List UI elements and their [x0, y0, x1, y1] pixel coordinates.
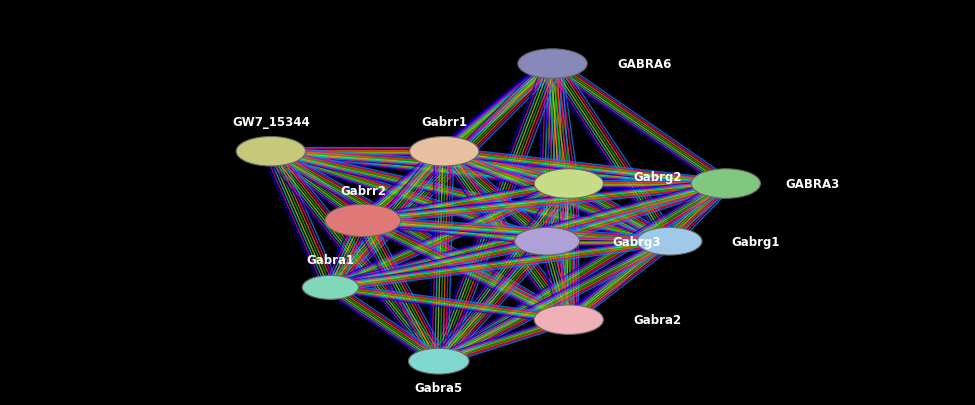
Circle shape — [518, 50, 587, 79]
Circle shape — [534, 169, 604, 199]
Text: Gabra2: Gabra2 — [634, 313, 682, 326]
Circle shape — [410, 137, 479, 166]
Circle shape — [691, 169, 760, 199]
Circle shape — [236, 137, 305, 166]
Text: GW7_15344: GW7_15344 — [232, 115, 310, 128]
Text: Gabrg3: Gabrg3 — [612, 235, 661, 248]
Text: Gabrg1: Gabrg1 — [731, 235, 780, 248]
Circle shape — [637, 228, 702, 256]
Circle shape — [302, 276, 359, 300]
Text: GABRA6: GABRA6 — [617, 58, 672, 71]
Text: Gabrr1: Gabrr1 — [421, 115, 467, 128]
Text: Gabra5: Gabra5 — [414, 381, 463, 394]
Text: Gabra1: Gabra1 — [306, 254, 355, 266]
Text: Gabrr2: Gabrr2 — [340, 185, 386, 198]
Circle shape — [534, 305, 604, 335]
Circle shape — [325, 205, 401, 237]
Circle shape — [515, 228, 579, 256]
Circle shape — [409, 348, 469, 374]
Text: GABRA3: GABRA3 — [786, 178, 839, 191]
Text: Gabrg2: Gabrg2 — [634, 171, 682, 184]
